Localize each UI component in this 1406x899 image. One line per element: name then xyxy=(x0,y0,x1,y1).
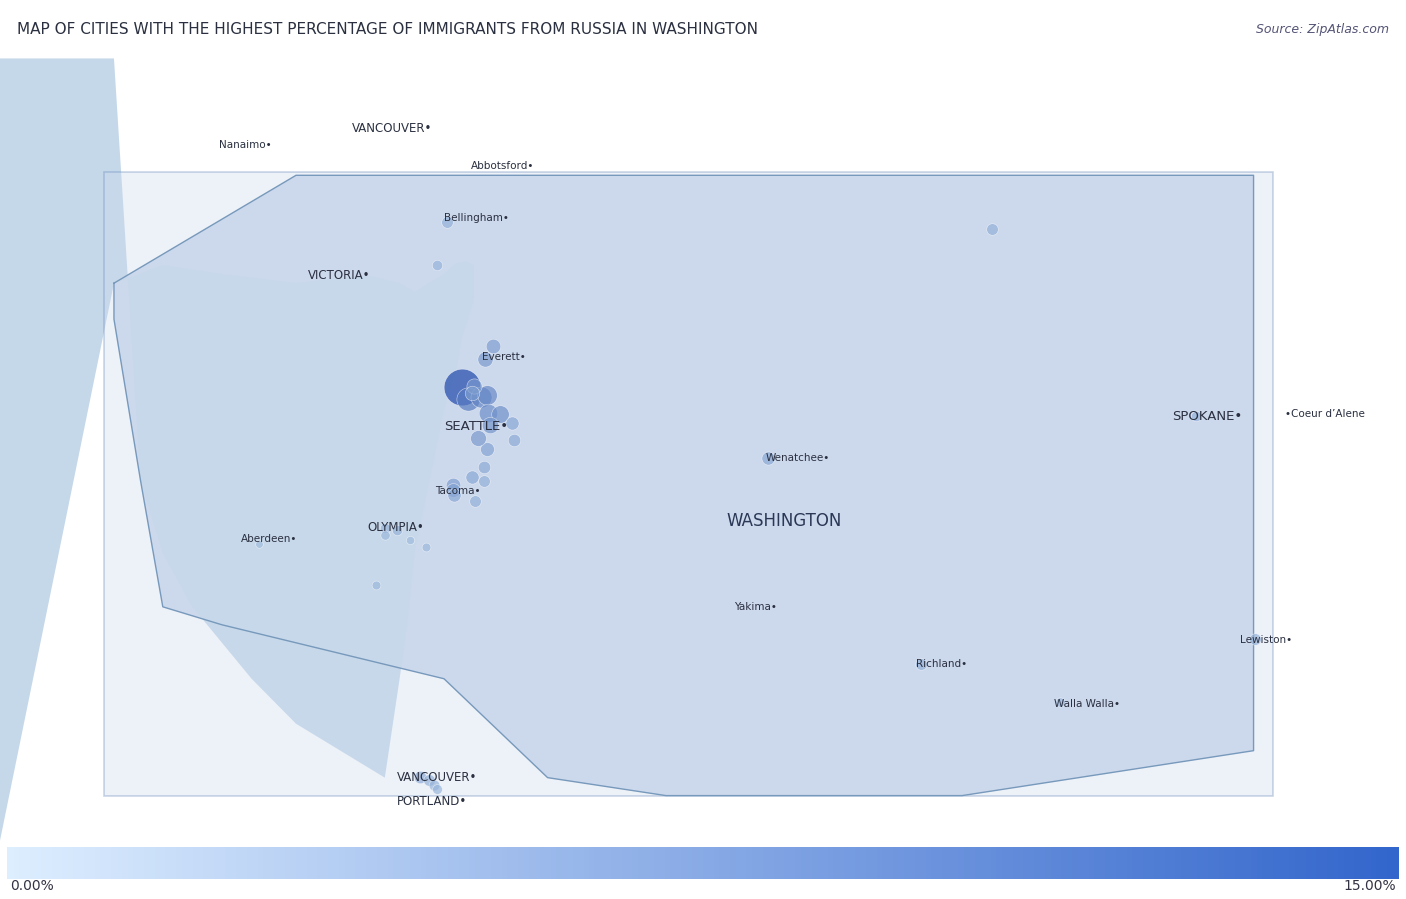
Bar xyxy=(104,172,1272,796)
Point xyxy=(436,215,458,229)
Text: PORTLAND•: PORTLAND• xyxy=(396,795,467,807)
Text: Bellingham•: Bellingham• xyxy=(444,213,509,224)
Text: MAP OF CITIES WITH THE HIGHEST PERCENTAGE OF IMMIGRANTS FROM RUSSIA IN WASHINGTO: MAP OF CITIES WITH THE HIGHEST PERCENTAG… xyxy=(17,22,758,37)
Point xyxy=(477,405,499,420)
Point xyxy=(457,392,479,406)
Text: Walla Walla•: Walla Walla• xyxy=(1053,699,1119,709)
Point xyxy=(418,773,440,788)
Text: Richland•: Richland• xyxy=(917,659,967,670)
Point xyxy=(422,778,444,792)
Point xyxy=(475,387,498,402)
Text: Nanaimo•: Nanaimo• xyxy=(219,139,271,150)
Polygon shape xyxy=(0,58,474,841)
Point xyxy=(1049,695,1071,709)
Text: VICTORIA•: VICTORIA• xyxy=(308,270,370,282)
Point xyxy=(374,521,396,535)
Point xyxy=(441,483,464,497)
Text: SPOKANE•: SPOKANE• xyxy=(1173,410,1243,423)
Point xyxy=(1185,409,1208,423)
Text: WASHINGTON: WASHINGTON xyxy=(727,512,842,530)
Text: VANCOUVER•: VANCOUVER• xyxy=(396,771,477,785)
Point xyxy=(475,441,498,456)
Point xyxy=(478,418,501,432)
Point xyxy=(461,470,484,485)
Point xyxy=(756,450,779,465)
Point xyxy=(443,488,465,503)
Point xyxy=(385,522,408,537)
Point xyxy=(399,533,422,547)
Point xyxy=(472,474,495,488)
Text: OLYMPIA•: OLYMPIA• xyxy=(367,521,423,534)
Text: 15.00%: 15.00% xyxy=(1344,878,1396,893)
Point xyxy=(463,379,485,394)
Point xyxy=(374,528,396,542)
Point xyxy=(364,578,387,592)
Point xyxy=(247,537,270,551)
Text: 0.00%: 0.00% xyxy=(10,878,53,893)
Text: Source: ZipAtlas.com: Source: ZipAtlas.com xyxy=(1256,22,1389,36)
Point xyxy=(441,477,464,492)
Text: Everett•: Everett• xyxy=(482,352,526,362)
Point xyxy=(426,258,449,272)
Text: Tacoma•: Tacoma• xyxy=(434,485,481,496)
Point xyxy=(409,770,432,784)
Point xyxy=(502,432,524,447)
Text: Wenatchee•: Wenatchee• xyxy=(765,452,830,463)
Point xyxy=(472,459,495,474)
Polygon shape xyxy=(114,175,1254,796)
Point xyxy=(464,494,486,508)
Point xyxy=(482,339,505,353)
Point xyxy=(470,390,492,405)
Point xyxy=(1244,632,1267,646)
Point xyxy=(426,782,449,797)
Text: VANCOUVER•: VANCOUVER• xyxy=(353,122,433,135)
Point xyxy=(415,540,437,555)
Point xyxy=(450,380,472,395)
Point xyxy=(910,657,932,672)
Text: •Coeur d’Alene: •Coeur d’Alene xyxy=(1285,408,1364,419)
Text: SEATTLE•: SEATTLE• xyxy=(444,420,508,432)
Point xyxy=(489,407,512,422)
Text: Yakima•: Yakima• xyxy=(734,601,778,612)
Point xyxy=(980,222,1002,236)
Point xyxy=(501,416,523,431)
Text: Aberdeen•: Aberdeen• xyxy=(242,534,298,545)
Point xyxy=(474,352,496,366)
Text: Abbotsford•: Abbotsford• xyxy=(471,161,534,172)
Point xyxy=(461,386,484,400)
Point xyxy=(467,431,489,445)
Text: Lewiston•: Lewiston• xyxy=(1240,635,1292,645)
